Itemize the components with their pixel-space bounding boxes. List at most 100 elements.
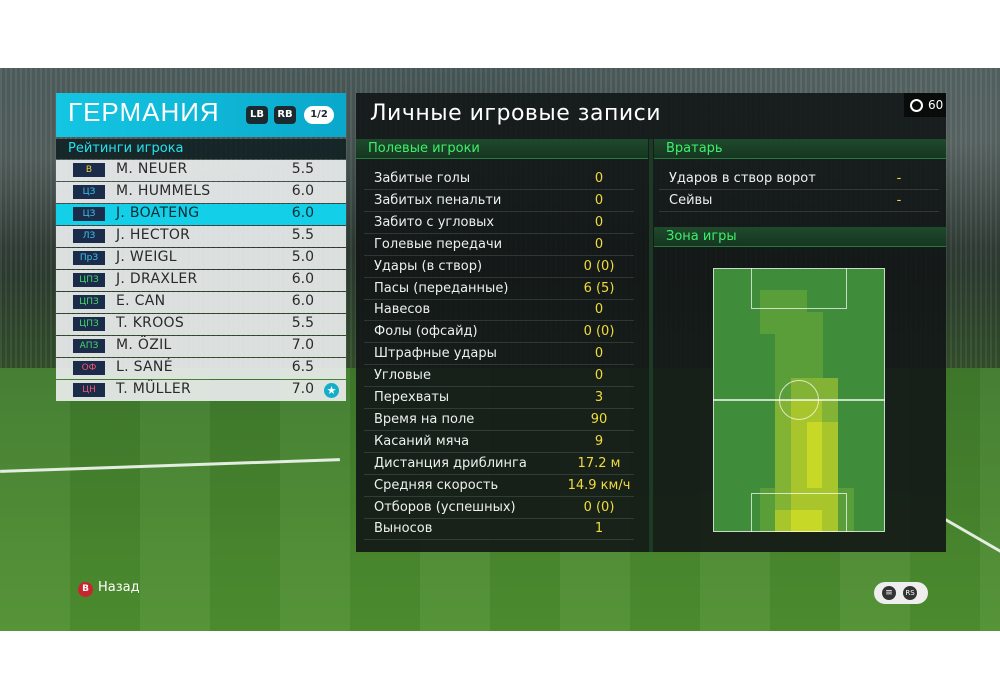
stat-value: 0 (0) — [583, 324, 615, 340]
player-row[interactable]: ЛЗ J. HECTOR 5.5 — [56, 226, 346, 247]
player-row[interactable]: АПЗ M. ÖZIL 7.0 — [56, 336, 346, 357]
stat-row: Удары (в створ) 0 (0) — [364, 256, 634, 278]
stat-label: Голевые передачи — [374, 236, 503, 252]
team-name: ГЕРМАНИЯ — [68, 97, 220, 127]
stat-label: Дистанция дриблинга — [374, 455, 527, 471]
heatmap-cell — [775, 510, 792, 532]
heatmap-cell — [775, 422, 792, 444]
player-rating: 5.5 — [291, 161, 314, 177]
player-name: J. DRAXLER — [116, 271, 198, 287]
stat-value: 14.9 км/ч — [567, 477, 631, 493]
stat-label: Время на поле — [374, 411, 475, 427]
heatmap-cell — [806, 444, 823, 466]
stat-row: Штрафные удары 0 — [364, 343, 634, 366]
player-rating: 7.0 — [291, 381, 314, 397]
heatmap-cell — [791, 466, 807, 488]
heatmap-cell — [775, 466, 792, 488]
stat-value: 0 — [594, 192, 604, 208]
player-name: M. ÖZIL — [116, 337, 172, 353]
stat-row: Перехваты 3 — [364, 387, 634, 409]
heatmap-cell — [791, 356, 807, 378]
player-row[interactable]: ЦН T. MÜLLER 7.0 ★ — [56, 380, 346, 401]
heatmap-cell — [791, 334, 807, 356]
gk-stat-value: - — [896, 171, 902, 186]
rs-button-icon: RS — [903, 586, 917, 600]
stat-label: Фолы (офсайд) — [374, 324, 478, 340]
player-ratings-panel: Рейтинги игрока В M. NEUER 5.5 ЦЗ M. HUMMELS… — [56, 139, 346, 401]
player-row[interactable]: ЦПЗ E. CAN 6.0 — [56, 292, 346, 313]
heatmap-cell — [791, 422, 807, 444]
heatmap-cell — [775, 444, 792, 466]
controls-pill[interactable]: ≡ RS — [874, 582, 928, 604]
stat-value: 0 — [594, 214, 604, 230]
game-screen: ГЕРМАНИЯ LB RB 1/2 Рейтинги игрока В M. N… — [0, 68, 1000, 631]
player-row[interactable]: ЦЗ M. HUMMELS 6.0 — [56, 182, 346, 203]
heatmap-cell — [806, 510, 823, 532]
stat-label: Забито с угловых — [374, 214, 495, 230]
stat-label: Навесов — [374, 302, 431, 318]
player-name: J. BOATENG — [116, 205, 200, 221]
stat-row: Дистанция дриблинга 17.2 м — [364, 453, 634, 475]
lb-button-icon[interactable]: LB — [246, 106, 268, 124]
star-player-icon: ★ — [324, 383, 339, 398]
player-name: T. MÜLLER — [116, 381, 191, 397]
heatmap-cell — [822, 378, 839, 400]
stat-row: Время на поле 90 — [364, 409, 634, 431]
heatmap-cell — [806, 356, 823, 378]
player-row[interactable]: ЦПЗ T. KROOS 5.5 — [56, 314, 346, 335]
player-rating: 6.0 — [291, 271, 314, 287]
heatmap-cell — [806, 466, 823, 488]
goalkeeper-header: Вратарь — [654, 139, 946, 159]
position-badge: ПрЗ — [73, 251, 105, 265]
stat-row: Выносов 1 — [364, 518, 634, 541]
stat-label: Пасы (переданные) — [374, 280, 509, 296]
stat-value: 17.2 м — [577, 455, 621, 471]
stat-label: Средняя скорость — [374, 477, 499, 493]
position-badge: ЦПЗ — [73, 295, 105, 309]
heatmap-cell — [791, 444, 807, 466]
player-rating: 5.5 — [291, 227, 314, 243]
stat-value: 0 — [594, 236, 604, 252]
stat-label: Забитых пенальти — [374, 192, 502, 208]
stat-value: 0 — [594, 368, 604, 384]
stat-value: 6 (5) — [583, 280, 615, 296]
clock-icon — [910, 99, 923, 112]
player-rating: 5.0 — [291, 249, 314, 265]
player-rating: 6.0 — [291, 205, 314, 221]
player-row[interactable]: ОФ L. SANÉ 6.5 — [56, 358, 346, 379]
page-indicator: 1/2 — [304, 106, 334, 124]
stat-value: 9 — [594, 433, 604, 449]
stat-value: 1 — [594, 521, 604, 537]
chat-icon: ≡ — [882, 586, 896, 600]
player-rating: 6.0 — [291, 183, 314, 199]
heatmap-cell — [822, 444, 839, 466]
stat-value: 0 — [594, 346, 604, 362]
heatmap-cell — [822, 400, 839, 422]
heatmap-cell — [806, 312, 823, 334]
heatmap-cell — [791, 510, 807, 532]
stat-row: Забитые голы 0 — [364, 168, 634, 190]
stat-value: 0 (0) — [583, 258, 615, 274]
rb-button-icon[interactable]: RB — [274, 106, 296, 124]
stat-row: Средняя скорость 14.9 км/ч — [364, 475, 634, 497]
b-button-icon: B — [78, 582, 93, 597]
panel-divider — [649, 139, 653, 552]
heatmap-cell — [759, 510, 776, 532]
back-label: Назад — [98, 580, 140, 595]
gk-stat-label: Сейвы — [669, 193, 713, 208]
heatmap-cell — [775, 356, 792, 378]
player-row[interactable]: ПрЗ J. WEIGL 5.0 — [56, 248, 346, 269]
stat-row: Касаний мяча 9 — [364, 431, 634, 453]
heatmap-cell — [806, 422, 823, 444]
stat-value: 0 — [594, 171, 604, 186]
player-name: J. HECTOR — [116, 227, 191, 243]
field-players-header: Полевые игроки — [356, 139, 648, 159]
player-name: T. KROOS — [116, 315, 185, 331]
player-row[interactable]: В M. NEUER 5.5 — [56, 160, 346, 181]
heatmap-bottom-box — [751, 493, 847, 532]
player-row[interactable]: ЦПЗ J. DRAXLER 6.0 — [56, 270, 346, 291]
stat-value: 90 — [590, 411, 608, 427]
position-badge: АПЗ — [73, 339, 105, 353]
player-row[interactable]: ЦЗ J. BOATENG 6.0 — [56, 204, 346, 225]
player-rating: 7.0 — [291, 337, 314, 353]
